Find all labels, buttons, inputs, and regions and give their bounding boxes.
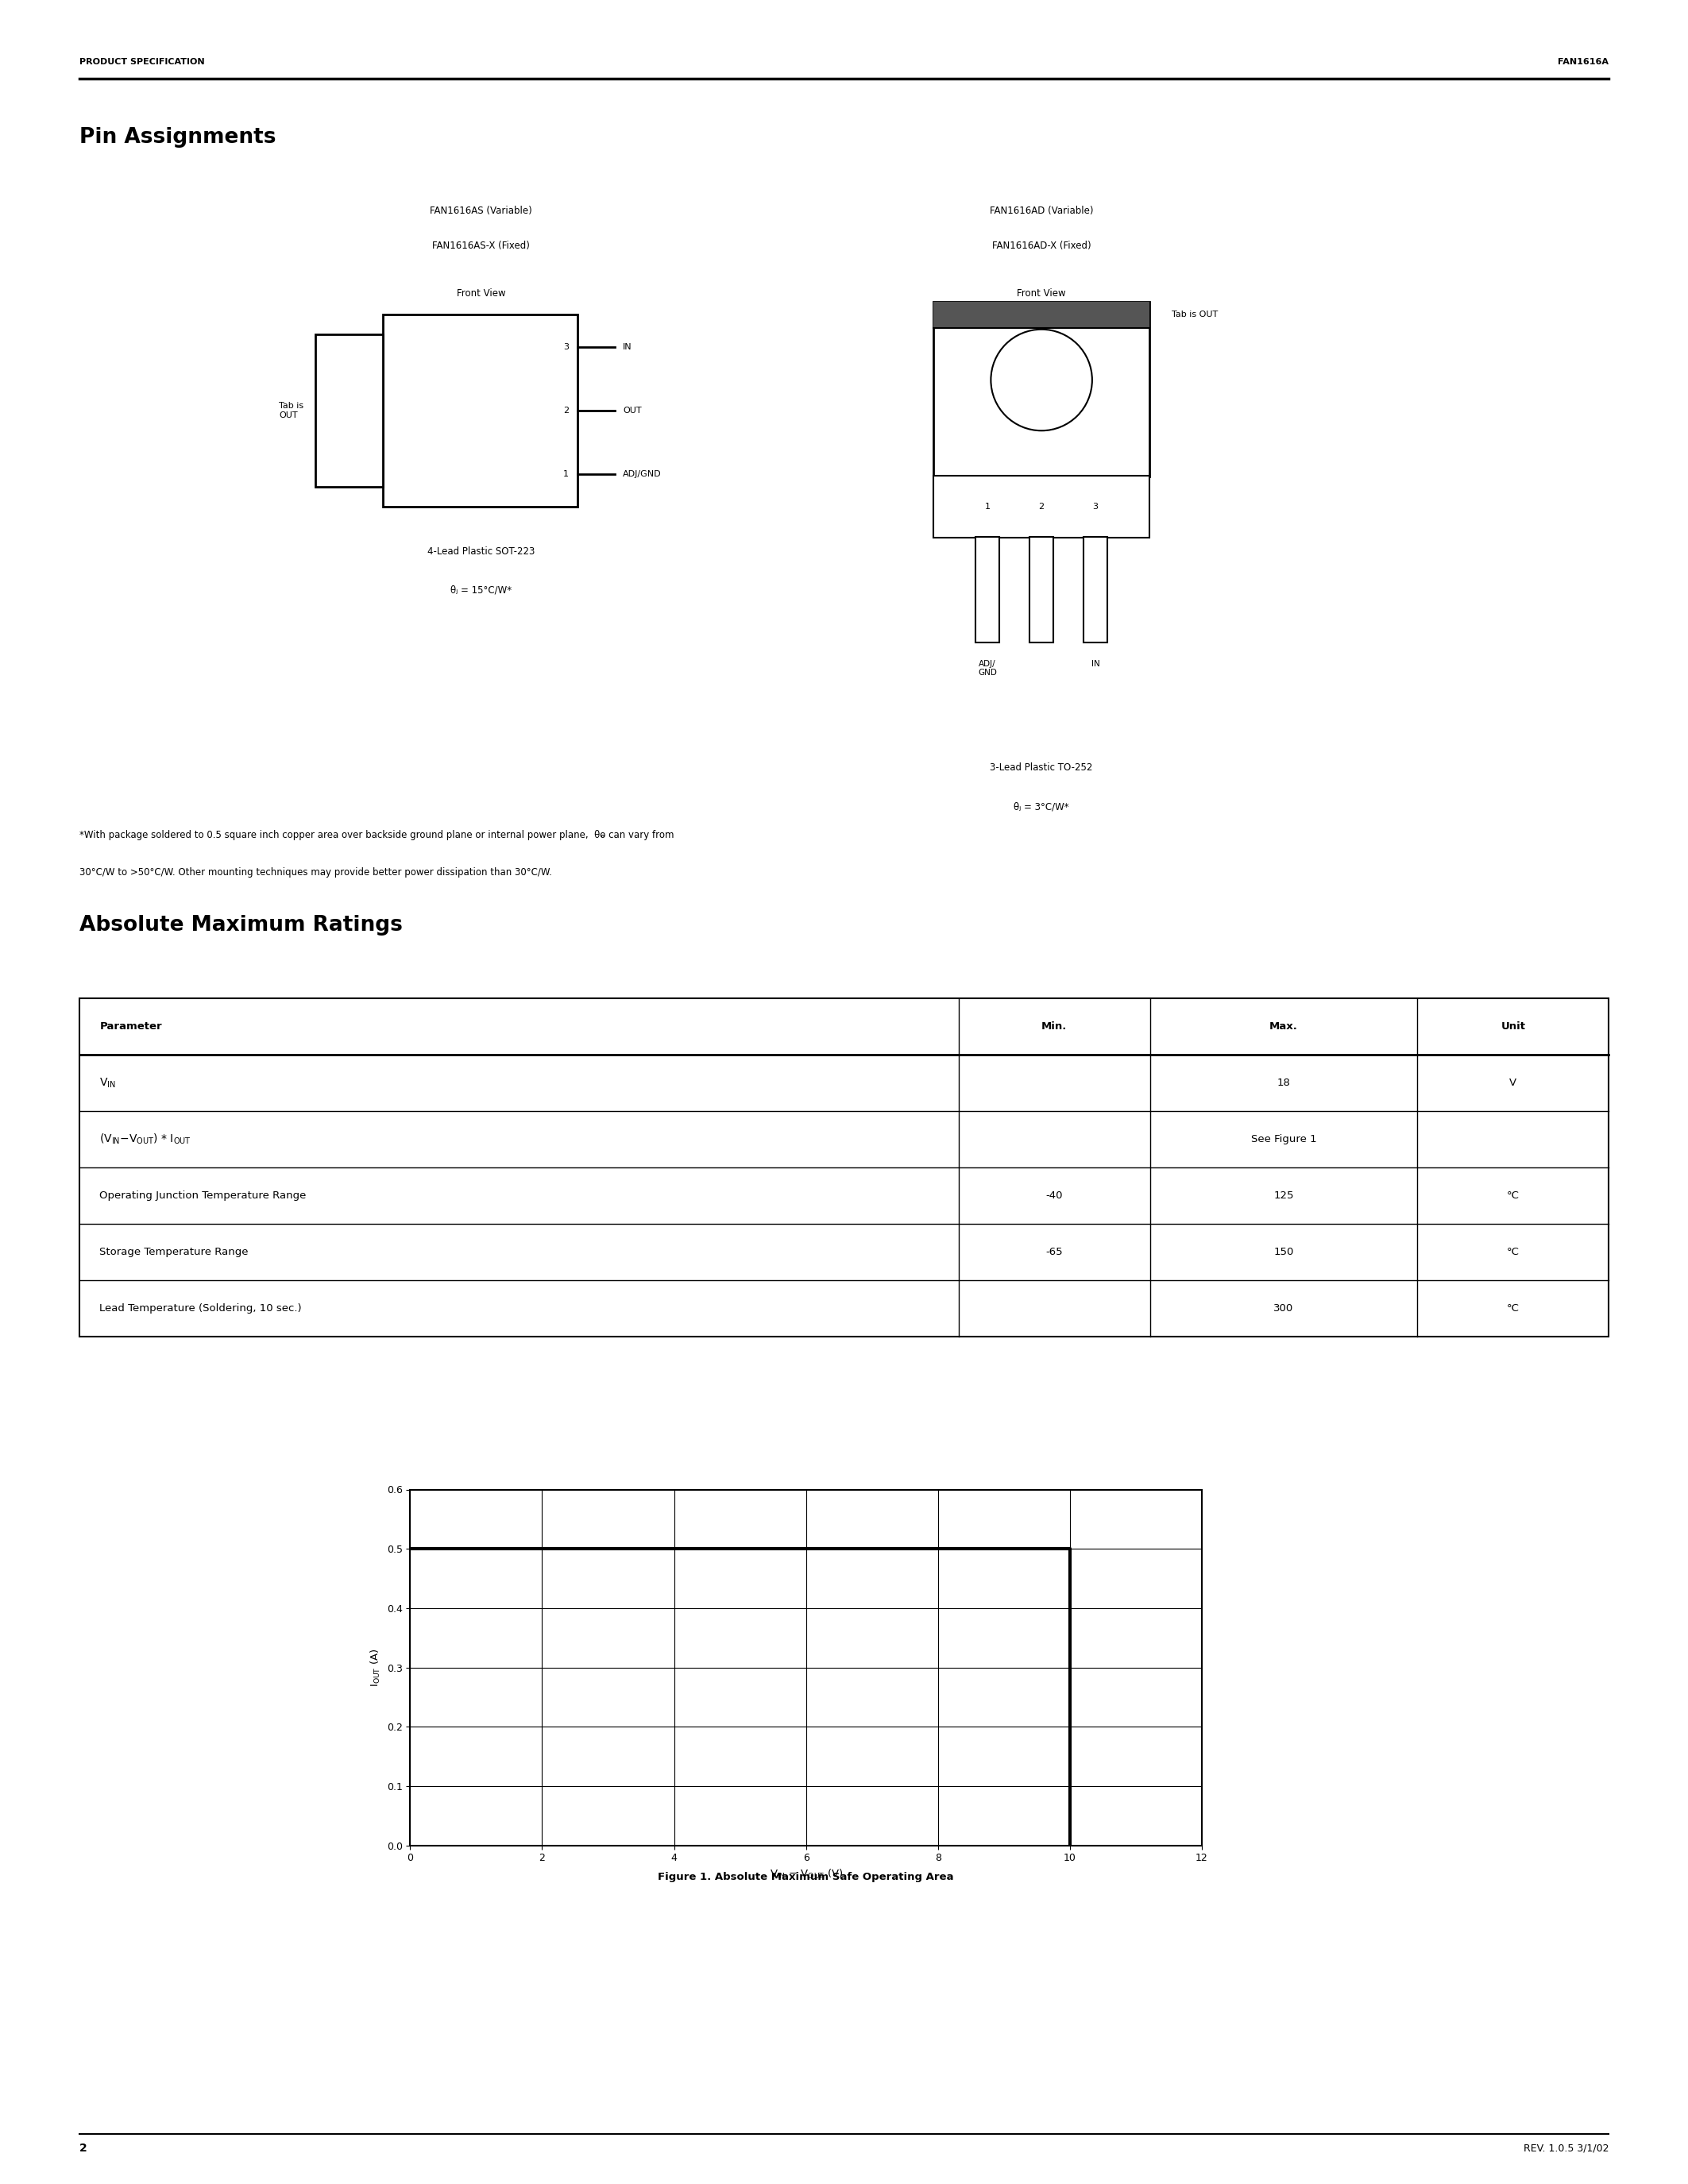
Text: *With package soldered to 0.5 square inch copper area over backside ground plane: *With package soldered to 0.5 square inc… bbox=[79, 830, 674, 841]
Text: 300: 300 bbox=[1274, 1304, 1293, 1313]
Bar bbox=[1030, 537, 1053, 642]
Text: Absolute Maximum Ratings: Absolute Maximum Ratings bbox=[79, 915, 402, 935]
Bar bbox=[1084, 537, 1107, 642]
Text: IN: IN bbox=[1090, 660, 1101, 668]
Text: Figure 1. Absolute Maximum Safe Operating Area: Figure 1. Absolute Maximum Safe Operatin… bbox=[658, 1872, 954, 1883]
Bar bbox=[933, 301, 1150, 476]
Text: 1: 1 bbox=[984, 502, 991, 511]
Text: Unit: Unit bbox=[1501, 1022, 1526, 1031]
Text: 30°C/W to >50°C/W. Other mounting techniques may provide better power dissipatio: 30°C/W to >50°C/W. Other mounting techni… bbox=[79, 867, 552, 878]
Text: See Figure 1: See Figure 1 bbox=[1251, 1133, 1317, 1144]
Text: -65: -65 bbox=[1045, 1247, 1063, 1258]
Text: IN: IN bbox=[623, 343, 631, 352]
Bar bbox=[976, 537, 999, 642]
Text: 3: 3 bbox=[1092, 502, 1099, 511]
Text: 3-Lead Plastic TO-252: 3-Lead Plastic TO-252 bbox=[991, 762, 1092, 773]
Bar bbox=[316, 334, 383, 487]
Text: 2: 2 bbox=[1038, 502, 1045, 511]
Text: FAN1616AS-X (Fixed): FAN1616AS-X (Fixed) bbox=[432, 240, 530, 251]
Text: Lead Temperature (Soldering, 10 sec.): Lead Temperature (Soldering, 10 sec.) bbox=[100, 1304, 302, 1313]
Text: FAN1616A: FAN1616A bbox=[1558, 59, 1609, 66]
Text: Storage Temperature Range: Storage Temperature Range bbox=[100, 1247, 248, 1258]
Text: 4-Lead Plastic SOT-223: 4-Lead Plastic SOT-223 bbox=[427, 546, 535, 557]
Text: °C: °C bbox=[1507, 1304, 1519, 1313]
Text: 150: 150 bbox=[1274, 1247, 1293, 1258]
Ellipse shape bbox=[991, 330, 1092, 430]
Text: 1: 1 bbox=[564, 470, 569, 478]
Bar bbox=[79, 998, 1609, 1055]
Text: 18: 18 bbox=[1278, 1077, 1290, 1088]
Text: FAN1616AD (Variable): FAN1616AD (Variable) bbox=[989, 205, 1094, 216]
Text: 2: 2 bbox=[79, 2143, 88, 2153]
Text: 2: 2 bbox=[564, 406, 569, 415]
Y-axis label: I$_{\rm OUT}$ (A): I$_{\rm OUT}$ (A) bbox=[370, 1649, 381, 1686]
Text: Parameter: Parameter bbox=[100, 1022, 162, 1031]
Text: V$_{\rm IN}$: V$_{\rm IN}$ bbox=[100, 1077, 116, 1090]
Text: PRODUCT SPECIFICATION: PRODUCT SPECIFICATION bbox=[79, 59, 204, 66]
Text: FAN1616AS (Variable): FAN1616AS (Variable) bbox=[430, 205, 532, 216]
X-axis label: V$_{\rm IN}$ $-$ V$_{\rm OUT}$ (V): V$_{\rm IN}$ $-$ V$_{\rm OUT}$ (V) bbox=[770, 1867, 842, 1880]
Text: V: V bbox=[1509, 1077, 1518, 1088]
Text: Min.: Min. bbox=[1041, 1022, 1067, 1031]
Bar bbox=[383, 314, 577, 507]
Text: °C: °C bbox=[1507, 1247, 1519, 1258]
Bar bbox=[933, 476, 1150, 537]
Text: REV. 1.0.5 3/1/02: REV. 1.0.5 3/1/02 bbox=[1523, 2143, 1609, 2153]
Text: Pin Assignments: Pin Assignments bbox=[79, 127, 275, 146]
Text: (V$_{\rm IN}$$-$V$_{\rm OUT}$) * I$_{\rm OUT}$: (V$_{\rm IN}$$-$V$_{\rm OUT}$) * I$_{\rm… bbox=[100, 1131, 191, 1147]
Text: Front View: Front View bbox=[1016, 288, 1067, 299]
Bar bbox=[933, 301, 1150, 328]
Text: Max.: Max. bbox=[1269, 1022, 1298, 1031]
Text: 3: 3 bbox=[564, 343, 569, 352]
Text: FAN1616AD-X (Fixed): FAN1616AD-X (Fixed) bbox=[993, 240, 1090, 251]
Text: 125: 125 bbox=[1273, 1190, 1293, 1201]
Text: Tab is
OUT: Tab is OUT bbox=[279, 402, 304, 419]
Text: Front View: Front View bbox=[456, 288, 506, 299]
Text: θⱼ = 3°C/W*: θⱼ = 3°C/W* bbox=[1014, 802, 1069, 812]
Text: °C: °C bbox=[1507, 1190, 1519, 1201]
Text: OUT: OUT bbox=[623, 406, 641, 415]
Text: θⱼ = 15°C/W*: θⱼ = 15°C/W* bbox=[451, 585, 511, 596]
Text: -40: -40 bbox=[1047, 1190, 1063, 1201]
Bar bbox=[79, 998, 1609, 1337]
Text: Operating Junction Temperature Range: Operating Junction Temperature Range bbox=[100, 1190, 307, 1201]
Text: Tab is OUT: Tab is OUT bbox=[1171, 310, 1217, 319]
Text: ADJ/
GND: ADJ/ GND bbox=[977, 660, 998, 677]
Text: ADJ/GND: ADJ/GND bbox=[623, 470, 662, 478]
